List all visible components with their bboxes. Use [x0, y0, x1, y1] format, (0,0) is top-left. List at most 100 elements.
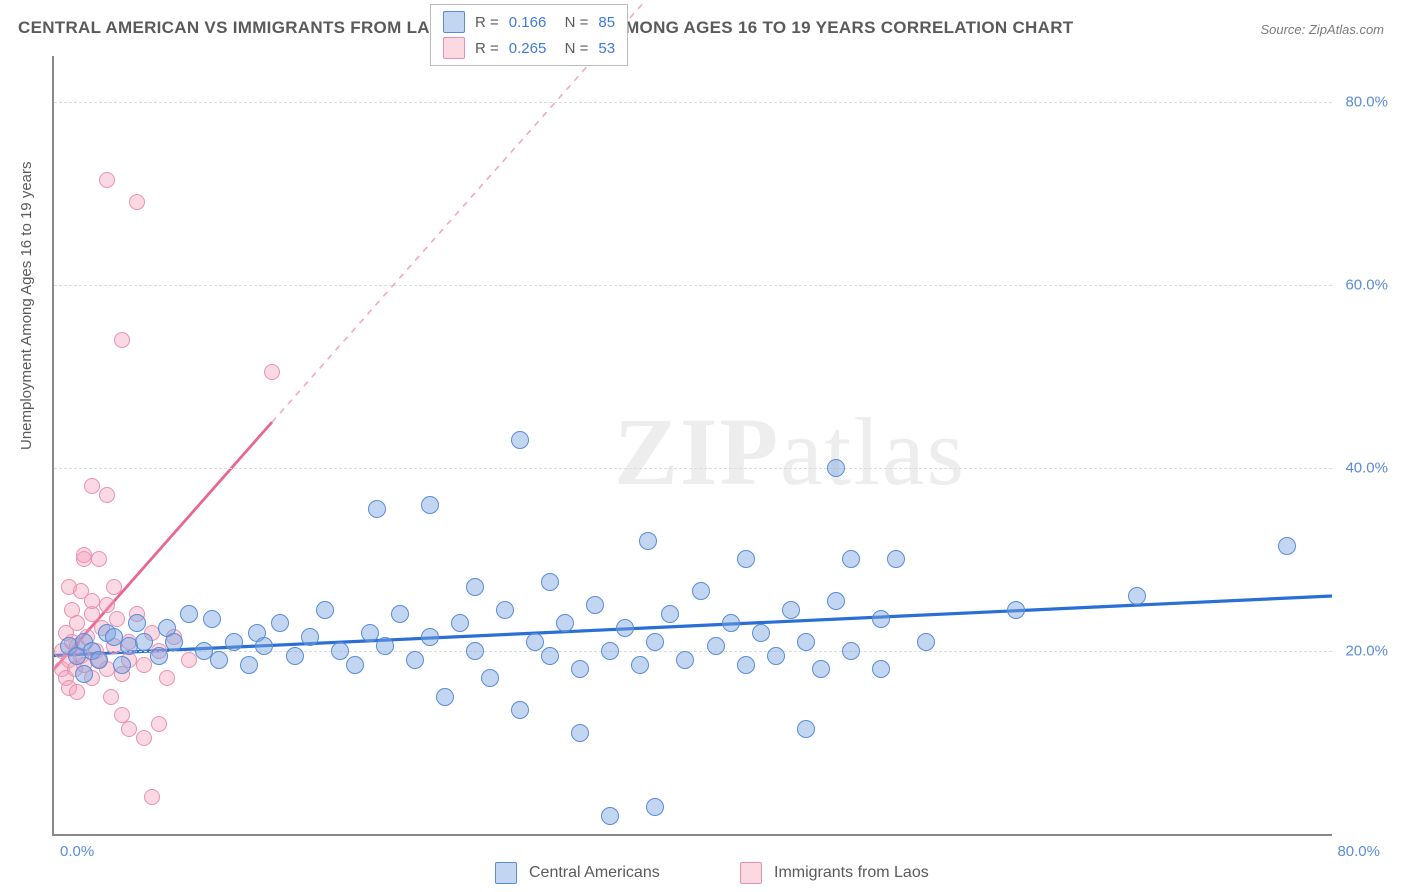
legend-stats-row: R = 0.265 N = 53 — [443, 35, 615, 61]
data-point — [1278, 537, 1296, 555]
data-point — [526, 633, 544, 651]
data-point — [917, 633, 935, 651]
data-point — [631, 656, 649, 674]
data-point — [255, 637, 273, 655]
x-end-label: 80.0% — [1337, 843, 1380, 860]
data-point — [511, 701, 529, 719]
data-point — [159, 670, 175, 686]
n-label: N = — [556, 14, 588, 31]
data-point — [301, 628, 319, 646]
data-point — [121, 721, 137, 737]
data-point — [316, 601, 334, 619]
legend-series-a: Central Americans — [495, 862, 660, 884]
data-point — [737, 656, 755, 674]
data-point — [887, 550, 905, 568]
data-point — [676, 651, 694, 669]
plot-area: ZIPatlas 20.0%40.0%60.0%80.0%0.0%80.0% — [52, 56, 1332, 836]
swatch-icon — [443, 37, 465, 59]
data-point — [812, 660, 830, 678]
data-point — [210, 651, 228, 669]
r-label: R = — [475, 40, 499, 57]
data-point — [616, 619, 634, 637]
data-point — [151, 716, 167, 732]
data-point — [466, 578, 484, 596]
data-point — [286, 647, 304, 665]
data-point — [692, 582, 710, 600]
y-tick-label: 60.0% — [1345, 276, 1388, 293]
data-point — [737, 550, 755, 568]
data-point — [240, 656, 258, 674]
data-point — [264, 364, 280, 380]
data-point — [84, 478, 100, 494]
data-point — [136, 657, 152, 673]
watermark: ZIPatlas — [614, 396, 966, 507]
n-value: 85 — [598, 14, 615, 31]
data-point — [84, 593, 100, 609]
swatch-icon — [740, 862, 762, 884]
legend-stats-row: R = 0.166 N = 85 — [443, 9, 615, 35]
data-point — [271, 614, 289, 632]
data-point — [466, 642, 484, 660]
data-point — [106, 579, 122, 595]
data-point — [451, 614, 469, 632]
data-point — [827, 592, 845, 610]
legend-label: Central Americans — [529, 864, 660, 882]
data-point — [797, 720, 815, 738]
data-point — [129, 194, 145, 210]
gridline — [54, 285, 1332, 286]
data-point — [84, 606, 100, 622]
data-point — [75, 665, 93, 683]
data-point — [225, 633, 243, 651]
data-point — [767, 647, 785, 665]
data-point — [496, 601, 514, 619]
data-point — [752, 624, 770, 642]
n-value: 53 — [598, 40, 615, 57]
data-point — [601, 807, 619, 825]
trend-line — [54, 596, 1332, 655]
legend-stats-box: R = 0.166 N = 85 R = 0.265 N = 53 — [430, 4, 628, 66]
trend-lines-layer — [54, 56, 1332, 834]
data-point — [114, 332, 130, 348]
swatch-icon — [443, 11, 465, 33]
data-point — [76, 547, 92, 563]
data-point — [541, 573, 559, 591]
data-point — [150, 647, 168, 665]
y-axis-label: Unemployment Among Ages 16 to 19 years — [18, 161, 35, 450]
data-point — [113, 656, 131, 674]
data-point — [103, 689, 119, 705]
gridline — [54, 651, 1332, 652]
data-point — [368, 500, 386, 518]
y-tick-label: 80.0% — [1345, 93, 1388, 110]
data-point — [436, 688, 454, 706]
data-point — [707, 637, 725, 655]
data-point — [646, 633, 664, 651]
legend-series-b: Immigrants from Laos — [740, 862, 929, 884]
data-point — [376, 637, 394, 655]
legend-label: Immigrants from Laos — [774, 864, 929, 882]
data-point — [842, 642, 860, 660]
data-point — [361, 624, 379, 642]
data-point — [639, 532, 657, 550]
x-origin-label: 0.0% — [60, 843, 94, 860]
data-point — [511, 431, 529, 449]
data-point — [69, 684, 85, 700]
data-point — [136, 730, 152, 746]
data-point — [165, 633, 183, 651]
data-point — [421, 496, 439, 514]
data-point — [99, 597, 115, 613]
data-point — [391, 605, 409, 623]
data-point — [346, 656, 364, 674]
data-point — [481, 669, 499, 687]
data-point — [69, 615, 85, 631]
data-point — [601, 642, 619, 660]
data-point — [782, 601, 800, 619]
data-point — [872, 660, 890, 678]
data-point — [586, 596, 604, 614]
swatch-icon — [495, 862, 517, 884]
data-point — [556, 614, 574, 632]
data-point — [135, 633, 153, 651]
y-tick-label: 40.0% — [1345, 459, 1388, 476]
data-point — [91, 551, 107, 567]
data-point — [872, 610, 890, 628]
data-point — [331, 642, 349, 660]
